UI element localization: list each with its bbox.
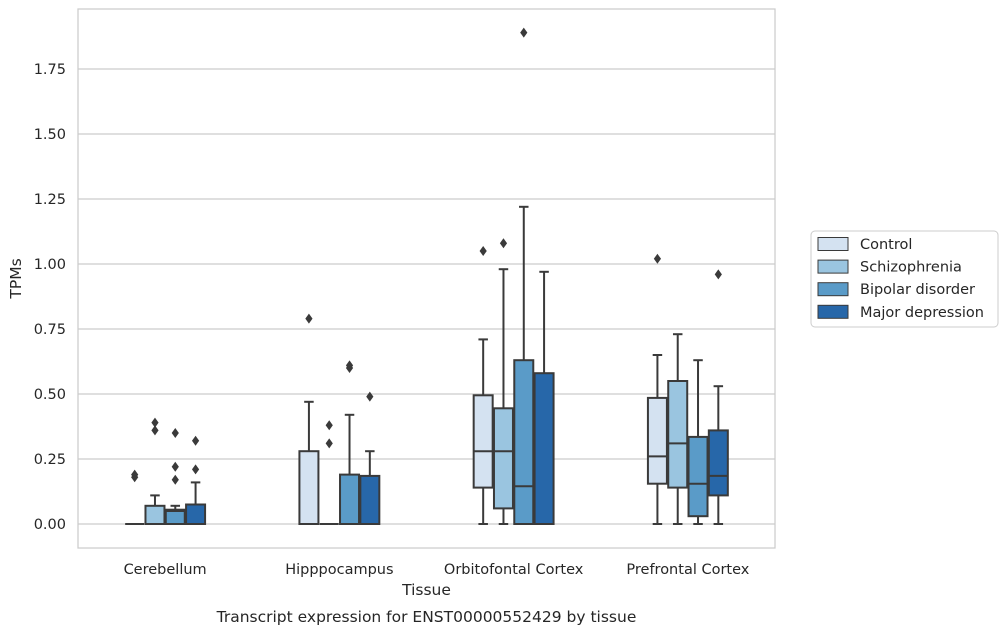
outlier-point: [325, 420, 333, 431]
outlier-point: [305, 313, 313, 324]
legend-swatch: [817, 259, 849, 274]
x-axis-label: Tissue: [401, 581, 451, 599]
grid-lines: [78, 68, 775, 525]
box-body: [687, 435, 709, 518]
legend-frame: [810, 230, 999, 328]
box-2-1: [492, 238, 514, 525]
box-2-3: [533, 270, 555, 526]
y-tick-label: 1.50: [34, 127, 66, 143]
legend-label: Schizophrenia: [860, 260, 962, 276]
y-axis-ticks: 0.00 0.25 0.50 0.75 1.00 1.25 1.50 1.75: [34, 62, 66, 533]
y-axis-label: TPMs: [7, 258, 25, 299]
box-0-2: [164, 428, 186, 526]
box-body: [533, 372, 555, 526]
outlier-point: [345, 360, 354, 371]
outlier-point: [191, 464, 200, 475]
x-tick-label: Orbitofontal Cortex: [444, 562, 584, 578]
outlier-point: [479, 246, 487, 256]
legend-label: Control: [860, 237, 912, 253]
outlier-point: [366, 391, 374, 402]
outlier-point: [171, 428, 179, 438]
box-2-0: [472, 246, 494, 525]
outlier-point: [653, 253, 662, 264]
box-body: [298, 450, 320, 526]
y-tick-label: 1.75: [34, 62, 66, 78]
box-body: [667, 380, 689, 489]
legend: Control Schizophrenia Bipolar disorder Majo…: [810, 230, 999, 328]
plot-frame: [77, 8, 776, 549]
box-body: [472, 394, 494, 489]
box-body: [144, 504, 166, 525]
box-body: [359, 474, 381, 525]
x-tick-label: Hipppocampus: [285, 562, 393, 578]
outlier-point: [171, 474, 179, 485]
box-0-0: [125, 469, 145, 525]
box-2-2: [513, 27, 535, 526]
legend-label: Major depression: [860, 305, 984, 321]
box-3-2: [687, 359, 709, 525]
outlier-point: [151, 425, 159, 436]
y-tick-label: 0.00: [34, 517, 66, 533]
x-tick-label: Prefrontal Cortex: [626, 562, 749, 578]
legend-swatch: [817, 282, 849, 297]
y-tick-label: 0.50: [34, 387, 66, 403]
outlier-point: [520, 27, 528, 38]
box-1-1: [319, 420, 339, 525]
outlier-point: [499, 238, 508, 249]
legend-swatch: [817, 237, 849, 251]
y-tick-label: 1.00: [34, 257, 66, 273]
y-tick-label: 1.25: [34, 192, 66, 208]
box-3-0: [646, 253, 668, 525]
outlier-point: [191, 435, 200, 446]
y-tick-label: 0.25: [34, 452, 66, 468]
box-1-0: [298, 313, 320, 526]
box-groups: [125, 27, 729, 526]
box-1-3: [359, 391, 381, 525]
outlier-point: [151, 417, 159, 428]
outlier-point: [131, 469, 139, 480]
outlier-point: [714, 269, 722, 280]
legend-swatch: [817, 304, 849, 319]
box-body: [339, 473, 361, 526]
legend-label: Bipolar disorder: [860, 282, 975, 298]
x-tick-label: Cerebellum: [124, 562, 207, 578]
x-axis-ticks: Cerebellum Hipppocampus Orbitofontal Corte…: [124, 562, 750, 578]
box-3-3: [707, 269, 729, 525]
box-body: [707, 429, 729, 497]
box-0-1: [144, 417, 166, 525]
box-1-2: [339, 360, 361, 526]
y-tick-label: 0.75: [34, 322, 66, 338]
box-body: [185, 503, 207, 525]
box-body: [646, 396, 668, 485]
box-body: [492, 407, 514, 510]
box-0-3: [185, 435, 207, 525]
box-body: [164, 508, 186, 526]
box-body: [513, 359, 535, 526]
chart-caption: Transcript expression for ENST0000055242…: [216, 608, 637, 626]
box-3-1: [667, 333, 689, 525]
outlier-point: [171, 461, 179, 472]
outlier-point: [325, 438, 333, 449]
